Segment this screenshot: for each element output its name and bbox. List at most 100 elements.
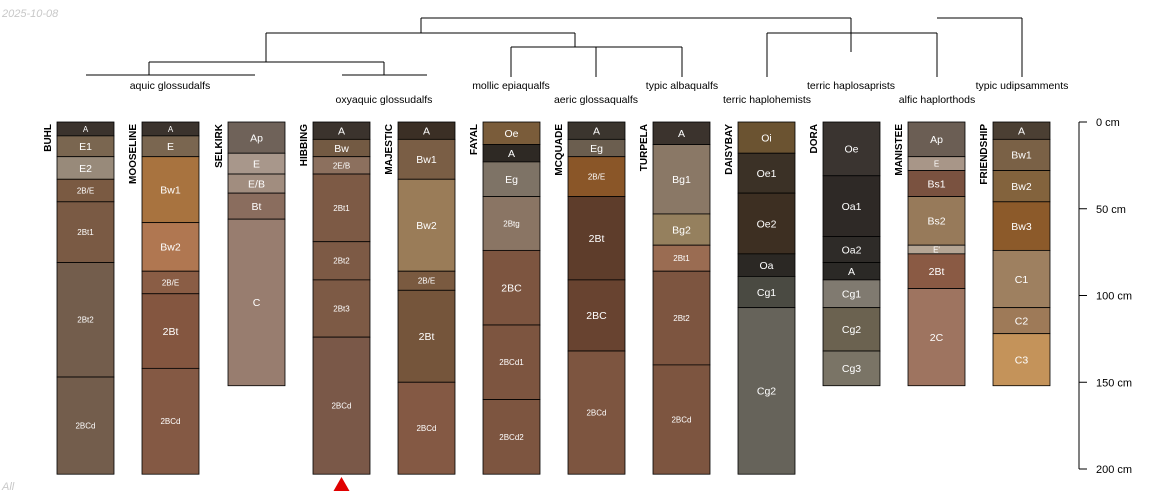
profile-manistee: Ap E Bs1 Bs2 E' 2Bt 2C MANISTEE [894,121,966,387]
horizon-2BCd1 [482,324,541,400]
profile-name-label: TURPELA [639,124,650,171]
horizon-Ap [227,121,286,154]
taxon-group-label: alfic haplorthods [899,94,975,106]
axis-tick-label: 0 cm [1096,117,1120,129]
horizon-label: Bg1 [672,174,691,186]
horizon-2Bt [567,196,626,281]
horizon-Cg1 [822,279,881,309]
profile-name-label: MOOSELINE [128,124,139,184]
horizon-2BCd [567,350,626,475]
horizon-label: 2Bt [589,233,605,245]
profile-name-label: SELKIRK [214,123,225,168]
horizon-label: A [338,125,345,137]
horizon-Cg3 [822,350,881,387]
taxon-group-label: typic albaqualfs [646,80,718,92]
horizon-label: Oa2 [842,244,862,256]
horizon-label: 2Bt1 [77,228,94,237]
horizon-2BC [482,249,541,326]
horizon-label: Oe1 [757,168,777,180]
horizon-label: 2BCd [416,424,436,433]
horizon-2BC [567,279,626,352]
horizon-label: Bs2 [927,216,945,228]
horizon-label: Cg1 [842,289,861,301]
horizon-Bt [227,192,286,220]
horizon-label: 2Bt2 [673,314,690,323]
horizon-2C [907,288,966,387]
horizon-label: 2Bt3 [333,304,350,313]
horizon-label: C3 [1015,354,1029,366]
taxon-group-label: aeric glossaqualfs [554,94,638,106]
horizon-label: 2B/E [418,277,435,286]
horizon-Eg [482,161,541,198]
horizon-label: Bw2 [160,242,181,254]
horizon-label: Ap [250,132,263,144]
marker-triangle-icon [333,477,350,491]
horizon-2Bt [141,293,200,369]
horizon-Bw1 [397,138,456,180]
taxon-group-label: mollic epiaqualfs [472,80,550,92]
horizon-label: Cg3 [842,363,861,375]
horizon-Cg2 [737,307,796,475]
horizon-label: Bw3 [1011,221,1032,233]
horizon-label: E2 [79,163,92,175]
horizon-2Bt1 [56,201,115,263]
profile-name-label: HIBBING [299,124,310,166]
profile-name-label: DORA [809,124,820,153]
horizon-label: Cg2 [757,386,776,398]
horizon-2BCd [652,364,711,475]
taxon-group-label: oxyaquic glossudalfs [336,94,433,106]
horizon-label: C1 [1015,274,1029,286]
horizon-label: 2Bt [419,331,435,343]
horizon-Oe [822,121,881,177]
horizon-C2 [992,307,1051,335]
horizon-label: Bw [334,143,349,155]
axis-tick-label: 150 cm [1096,377,1132,389]
horizon-label: 2Btg [503,219,519,228]
date-stamp: 2025-10-08 [2,8,59,20]
horizon-2Bt [907,253,966,289]
horizon-label: Eg [590,143,603,155]
horizon-2Bt1 [312,173,371,243]
horizon-label: 2BCd [331,402,351,411]
horizon-label: A [848,266,855,278]
horizon-label: A [83,125,89,134]
horizon-Oi [737,121,796,154]
profile-hibbing: A Bw 2E/B 2Bt1 2Bt2 2Bt3 2BCd HIBBING [299,121,371,475]
profile-selkirk: Ap E E/B Bt C SELKIRK [214,121,286,387]
horizon-2BCd [56,376,115,475]
taxon-group-label: aquic glossudalfs [130,80,211,92]
horizon-label: E [253,158,260,170]
horizon-Oa2 [822,236,881,263]
horizon-Cg2 [822,307,881,352]
axis-tick-label: 200 cm [1096,464,1132,476]
profile-name-label: FAYAL [469,124,480,155]
dendrogram: aquic glossudalfs oxyaquic glossudalfs mol… [86,17,1068,106]
horizon-Oa1 [822,175,881,237]
horizon-2Bt [397,289,456,383]
horizon-label: 2Bt2 [77,316,94,325]
horizon-label: E1 [79,141,92,153]
horizon-Bg2 [652,213,711,246]
horizon-label: A [508,148,515,160]
horizon-label: E [934,160,939,169]
horizon-Bw2 [992,170,1051,203]
horizon-label: Bt [252,201,262,213]
taxon-group-label: terric haplohemists [723,94,811,106]
horizon-label: C [253,297,261,309]
horizon-label: 2BCd [671,415,691,424]
profile-name-label: MANISTEE [894,124,905,176]
horizon-label: A [423,125,430,137]
horizon-label: 2Bt1 [673,254,690,263]
horizon-label: Bw2 [416,220,437,232]
horizon-Bw2 [141,222,200,272]
horizon-label: A [1018,125,1025,137]
horizon-2Bt2 [312,241,371,281]
profile-turpela: A Bg1 Bg2 2Bt1 2Bt2 2BCd TURPELA [639,121,711,475]
axis-tick-label: 50 cm [1096,204,1126,216]
horizon-label: Cg1 [757,287,776,299]
profile-majestic: A Bw1 Bw2 2B/E 2Bt 2BCd MAJESTIC [384,121,456,475]
horizon-label: 2BCd2 [499,433,524,442]
profile-friendship: A Bw1 Bw2 Bw3 C1 C2 C3 FRIENDSHIP [979,121,1051,387]
